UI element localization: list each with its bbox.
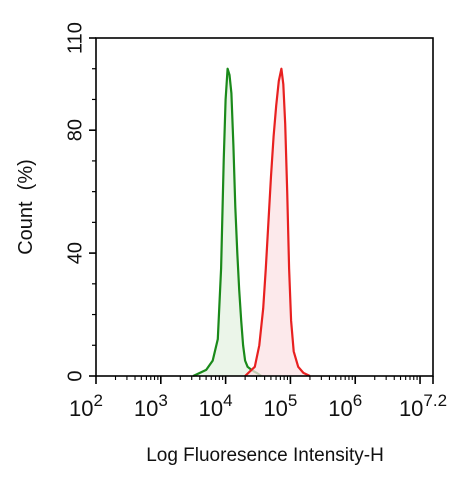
series-layer [192, 67, 311, 377]
x-tick-label-exponent: 3 [158, 391, 167, 410]
x-tick-label-base: 10 [134, 396, 158, 421]
x-tick-label: 106 [328, 391, 362, 421]
x-tick-label: 104 [199, 391, 233, 421]
y-tick-label: 80 [64, 119, 86, 141]
x-tick-label-exponent: 4 [223, 391, 232, 410]
x-tick-label-base: 10 [263, 396, 287, 421]
x-tick-label: 102 [69, 391, 103, 421]
series-1-area [245, 68, 310, 376]
x-tick-label: 105 [263, 391, 297, 421]
x-axis-label: Log Fluoresence Intensity-H [146, 445, 384, 466]
x-tick-label-base: 10 [328, 396, 352, 421]
x-tick-label-exponent: 5 [288, 391, 297, 410]
x-tick-label-exponent: 6 [353, 391, 362, 410]
series-0-line [192, 67, 262, 377]
y-tick-label: 40 [64, 242, 86, 264]
axes-layer [89, 37, 434, 384]
y-tick-label: 110 [64, 22, 86, 54]
x-tick-label: 107.2 [399, 391, 447, 421]
x-tick-label-base: 10 [199, 396, 223, 421]
x-tick-label-base: 10 [399, 396, 423, 421]
y-tick-label: 0 [64, 370, 86, 381]
series-0-area [193, 68, 262, 376]
x-tick-label-base: 10 [69, 396, 93, 421]
x-tick-label: 103 [134, 391, 168, 421]
series-1-line [244, 67, 311, 377]
x-tick-label-exponent: 2 [94, 391, 103, 410]
x-tick-label-exponent: 7.2 [423, 391, 447, 410]
y-axis-label: Count (%) [15, 159, 37, 255]
